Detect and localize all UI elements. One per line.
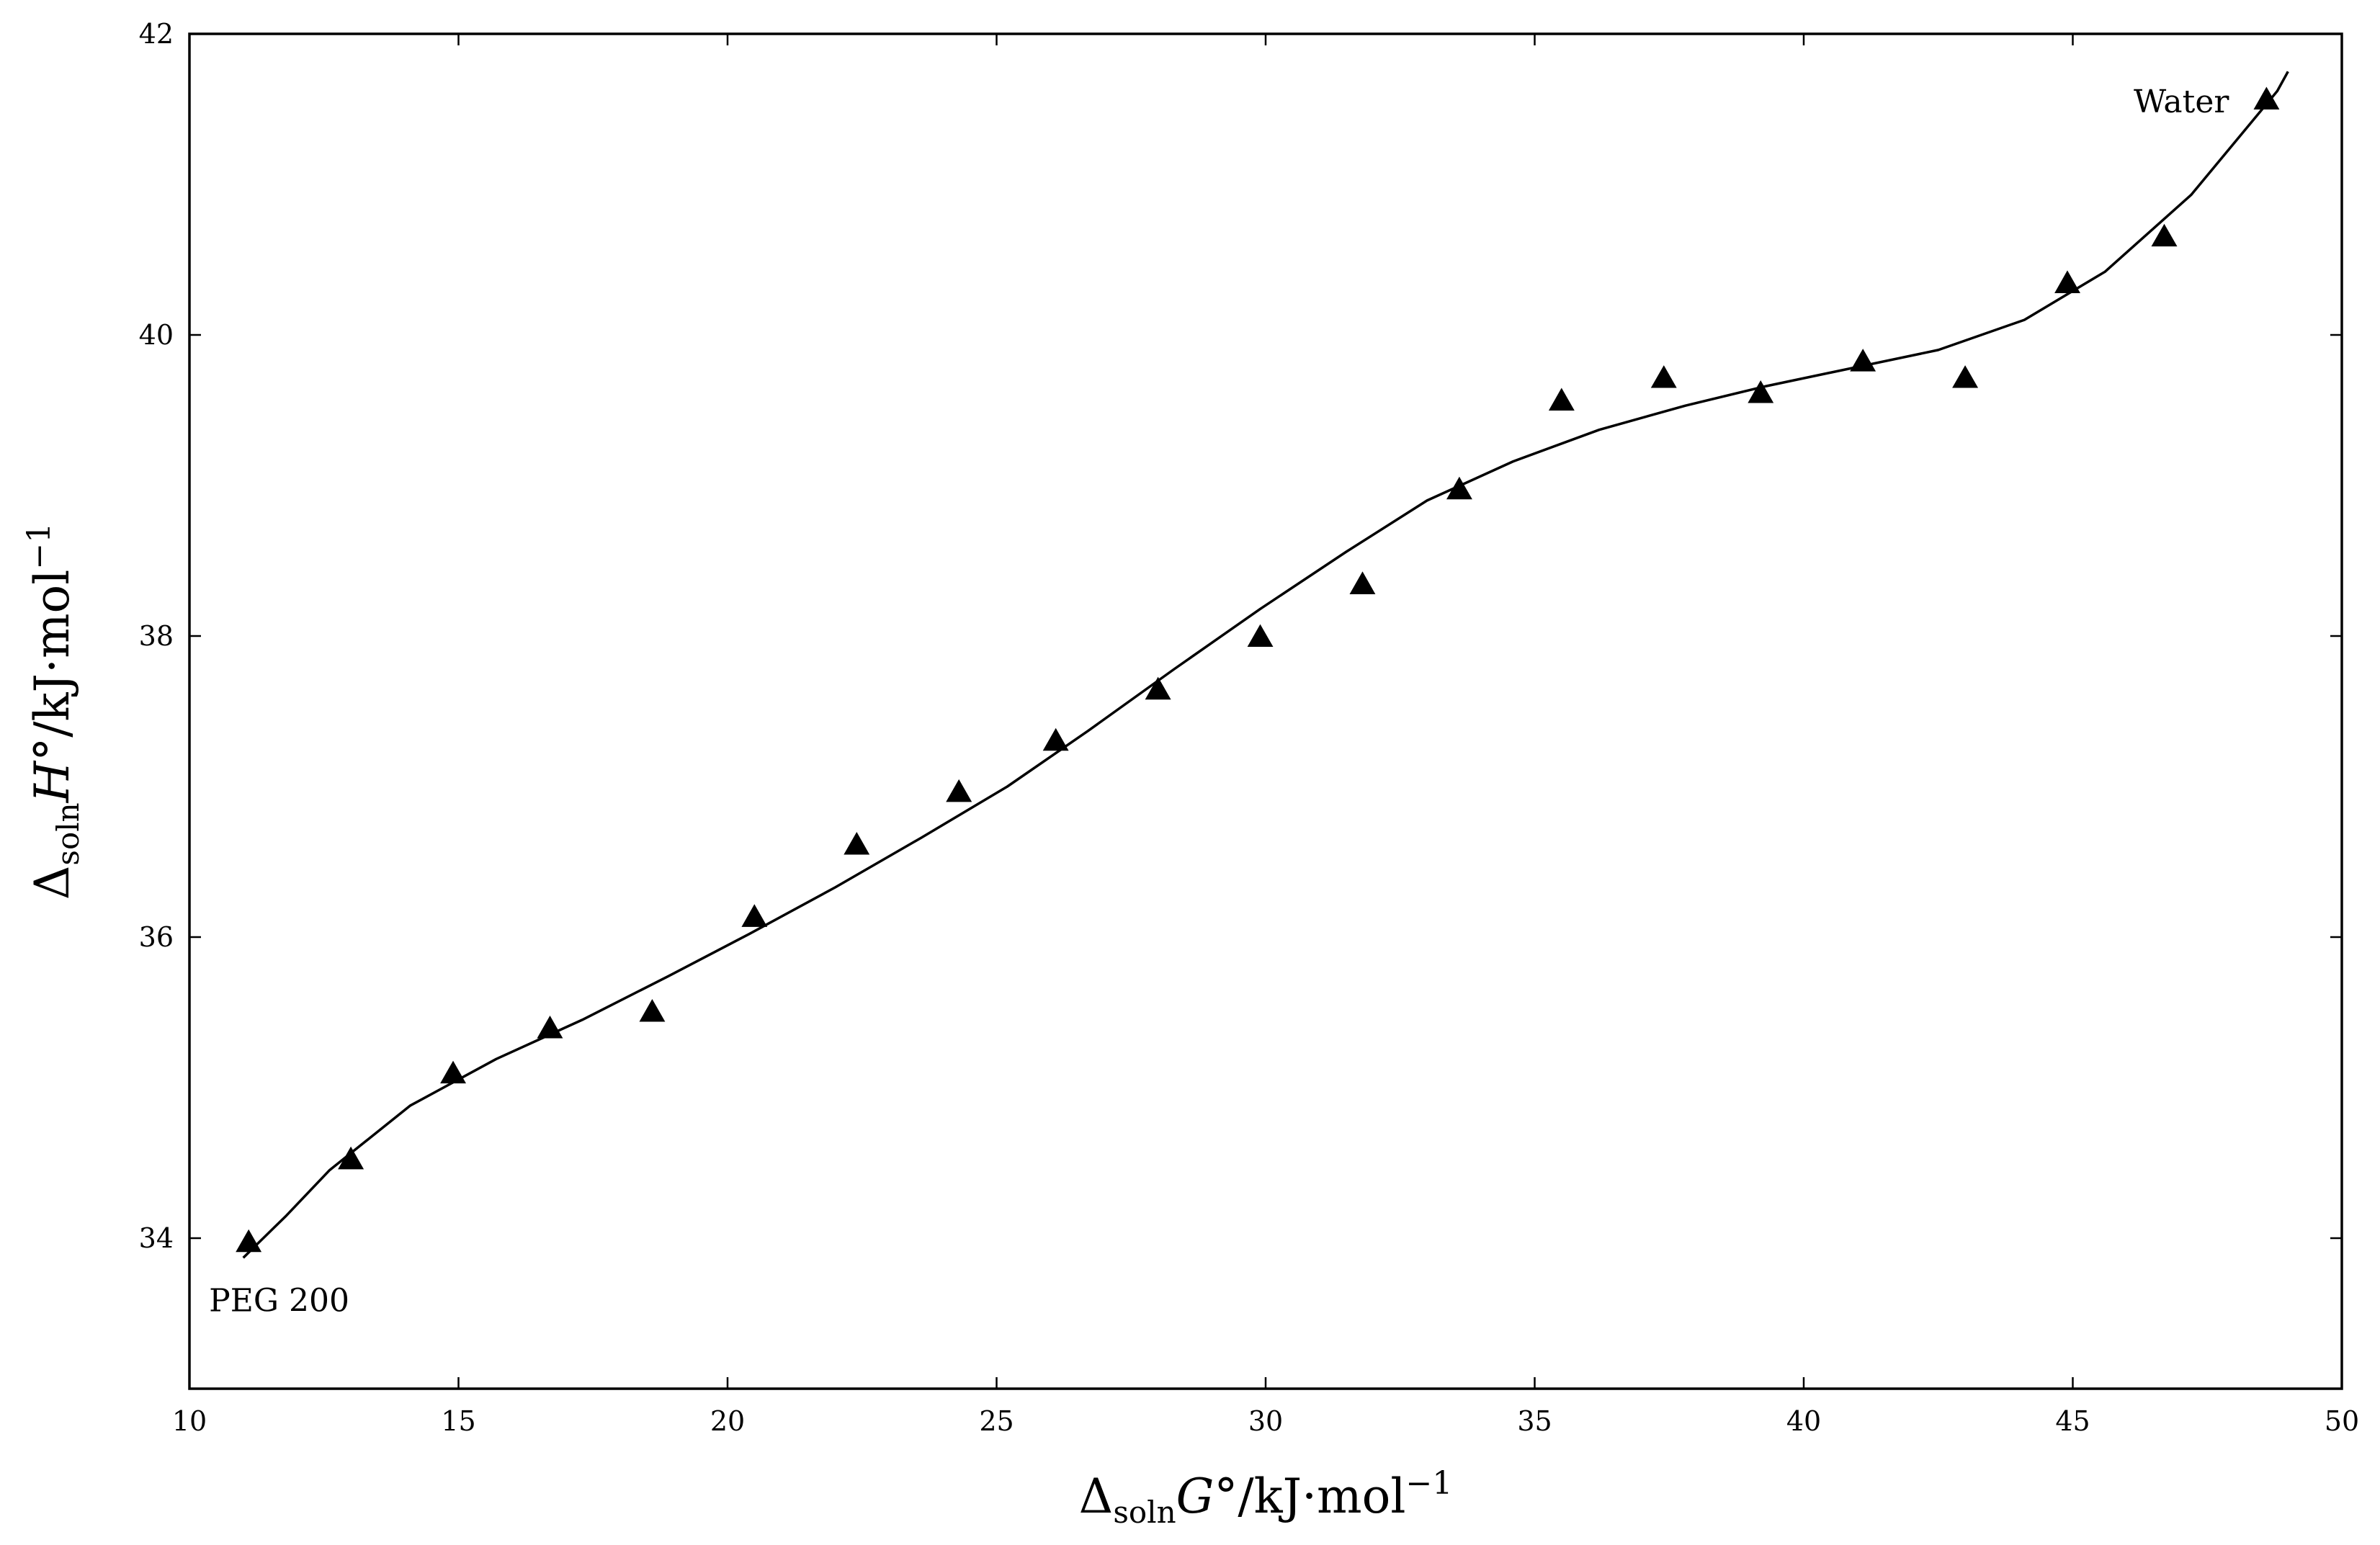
- annotations-layer: PEG 200 Water: [209, 84, 2229, 1319]
- x-tick-label: 50: [2325, 1405, 2359, 1437]
- x-tick-label: 40: [1786, 1405, 1821, 1437]
- data-point-triangle: [639, 998, 666, 1022]
- y-axis-label: ΔsolnH°/kJ·mol−1: [21, 523, 86, 900]
- x-tick-label: 10: [172, 1405, 207, 1437]
- data-point-triangle: [1145, 676, 1171, 700]
- data-point-triangle: [2054, 270, 2080, 293]
- x-tick-label: 30: [1248, 1405, 1283, 1437]
- data-point-triangle: [440, 1060, 466, 1084]
- y-tick-label: 42: [139, 18, 174, 50]
- data-point-triangle: [1650, 365, 1677, 388]
- y-tick-label: 38: [139, 620, 174, 652]
- x-axis-label: ΔsolnG°/kJ·mol−1: [1079, 1465, 1453, 1530]
- data-points-layer: [236, 86, 2280, 1253]
- fit-line: [242, 71, 2289, 1259]
- x-tick-label: 45: [2055, 1405, 2090, 1437]
- fit-line-layer: [242, 71, 2289, 1259]
- data-point-triangle: [537, 1015, 563, 1039]
- x-tick-label: 35: [1517, 1405, 1552, 1437]
- annotation-label: PEG 200: [209, 1282, 349, 1319]
- data-point-triangle: [1952, 365, 1979, 388]
- data-point-triangle: [1748, 380, 1774, 403]
- data-point-triangle: [1349, 571, 1376, 594]
- data-point-triangle: [741, 904, 768, 927]
- x-tick-label: 20: [710, 1405, 745, 1437]
- data-point-triangle: [1446, 476, 1472, 500]
- y-tick-label: 34: [139, 1222, 174, 1254]
- data-point-triangle: [2253, 86, 2280, 109]
- plot-frame: [188, 32, 2343, 1390]
- y-tick-label: 40: [139, 319, 174, 351]
- data-point-triangle: [1247, 624, 1274, 648]
- annotation-label: Water: [2134, 84, 2229, 120]
- data-point-triangle: [1042, 727, 1069, 751]
- data-point-triangle: [236, 1229, 262, 1253]
- y-tick-label: 36: [139, 921, 174, 953]
- x-tick-label: 25: [979, 1405, 1014, 1437]
- axis-tick-labels: 10 15 20 25 30 35 40 45 50 34 36 38 40 42: [139, 18, 2360, 1437]
- data-point-triangle: [1548, 388, 1575, 411]
- data-point-triangle: [844, 831, 870, 855]
- data-point-triangle: [1850, 349, 1876, 372]
- data-point-triangle: [2151, 223, 2178, 247]
- x-tick-label: 15: [441, 1405, 475, 1437]
- data-point-triangle: [338, 1146, 364, 1170]
- data-point-triangle: [946, 779, 972, 802]
